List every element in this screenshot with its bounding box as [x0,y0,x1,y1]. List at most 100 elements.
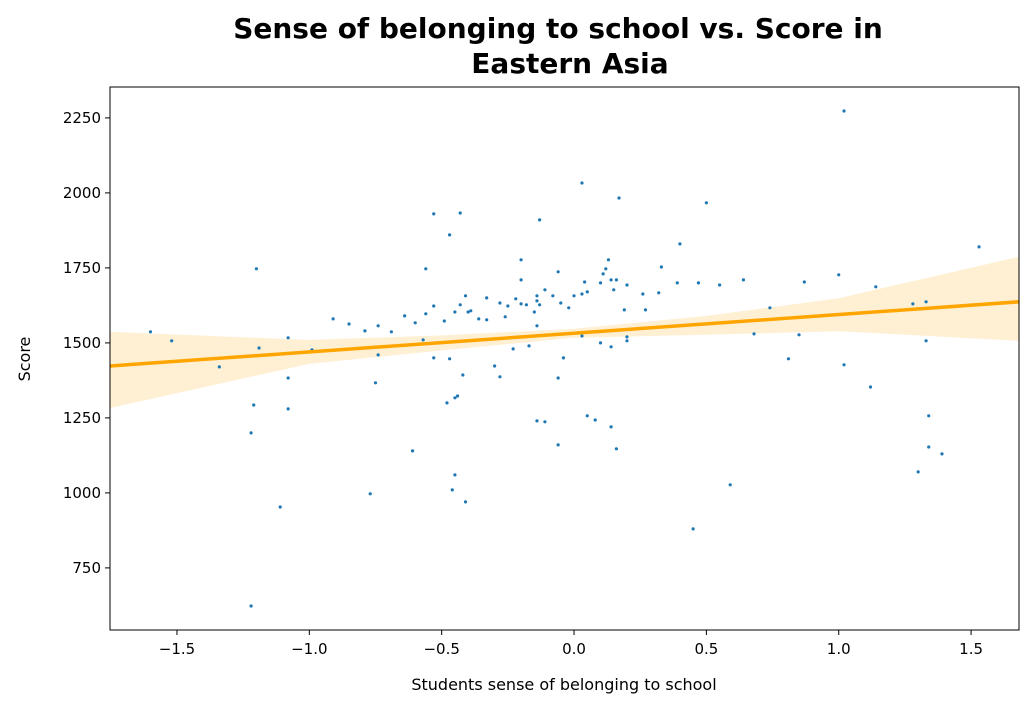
x-tick-label: −0.5 [423,640,459,658]
point [585,414,589,418]
point [556,376,560,380]
point [532,310,536,314]
point [572,294,576,298]
point [643,308,648,312]
point [675,281,679,285]
point [469,309,473,313]
point [585,290,589,294]
point [598,281,603,285]
point [249,431,253,435]
point [625,283,629,287]
point [257,346,261,350]
point [376,324,380,328]
point [527,344,531,348]
point [448,357,452,361]
y-tick-label: 2250 [63,109,101,127]
chart-title: Sense of belonging to school vs. Score i… [233,12,883,45]
y-tick-label: 1750 [63,259,101,277]
point [741,278,746,282]
point [842,363,846,367]
point [453,396,457,400]
point [543,288,547,292]
point [485,296,489,300]
x-tick-label: −1.5 [159,640,195,658]
point [601,272,605,276]
point [911,302,915,306]
point [461,373,465,377]
y-tick-label: 2000 [63,184,101,202]
y-tick-label: 1250 [63,409,101,427]
point [802,280,806,284]
point [421,338,425,342]
y-tick-label: 1500 [63,334,101,352]
point [625,335,629,339]
point [373,381,378,385]
point [543,420,547,424]
point [493,364,497,368]
point [593,418,597,422]
point [622,308,626,312]
point [691,527,695,531]
point [498,375,502,379]
point [580,292,584,296]
point [458,303,462,307]
point [657,291,661,295]
point [641,292,645,296]
point [514,297,518,301]
point [580,334,584,338]
point [704,201,708,205]
x-tick-label: 1.0 [827,640,851,658]
point [254,267,258,271]
point [148,330,153,334]
point [678,242,682,246]
point [403,314,407,318]
y-tick-label: 750 [72,559,101,577]
point [609,278,613,282]
point [786,357,791,361]
point [413,321,417,325]
point [286,336,290,340]
point [718,283,722,287]
point [561,356,566,360]
point [977,245,981,249]
point [511,347,515,351]
x-tick-label: −1.0 [291,640,327,658]
point [598,341,603,345]
point [556,270,560,274]
point [604,267,608,271]
chart-title: Eastern Asia [471,47,668,80]
point [556,443,560,447]
point [450,488,454,492]
point [453,473,457,477]
point [535,419,539,423]
x-axis-label: Students sense of belonging to school [411,675,716,694]
point [617,196,621,200]
point [609,425,613,429]
x-tick-label: 1.5 [959,640,983,658]
point [583,280,587,284]
point [249,604,253,608]
point [445,401,449,405]
point [424,267,428,271]
point [580,181,584,185]
point [927,445,931,449]
point [535,324,539,328]
point [940,452,944,456]
point [455,394,460,398]
point [170,339,174,343]
point [389,330,393,334]
plot-frame [109,86,1020,631]
point [363,329,367,333]
point [477,317,481,321]
point [874,285,878,289]
y-tick-label: 1000 [63,484,101,502]
point [252,403,256,407]
point [458,211,462,215]
point [551,294,555,298]
point [376,353,380,357]
y-axis-label: Score [15,337,34,382]
point [286,407,290,411]
point [432,212,436,216]
point [927,414,931,418]
point [498,301,502,305]
